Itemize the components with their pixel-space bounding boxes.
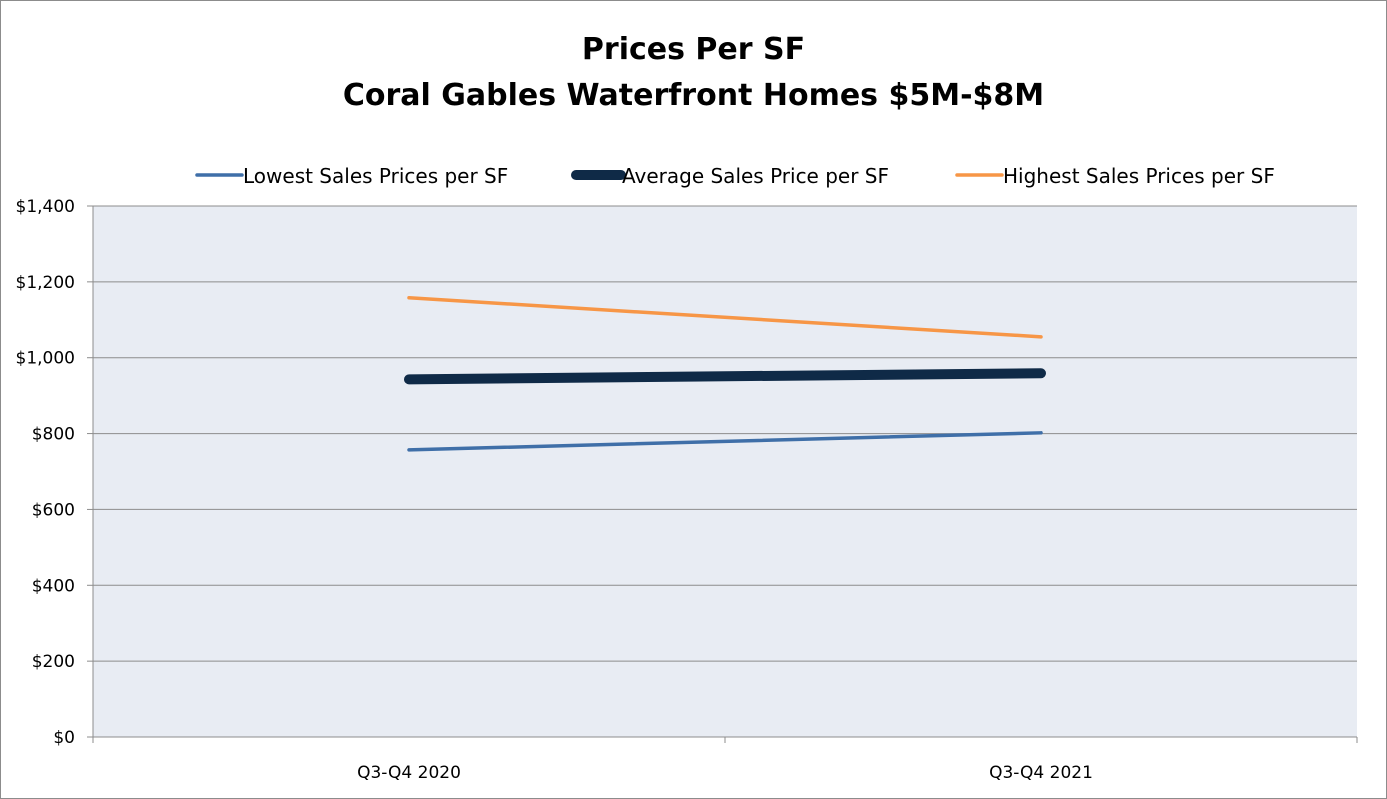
y-tick-label: $0 [53,728,75,748]
y-tick-label: $400 [32,576,75,596]
series-lines [404,296,1046,452]
legend-label: Highest Sales Prices per SF [1003,164,1275,188]
plot-area [93,206,1357,737]
y-tick-label: $800 [32,425,75,445]
y-tick-label: $600 [32,500,75,520]
y-tick-label: $1,000 [16,349,75,369]
y-axis: $0 $200 $400 $600 $800 $1,000 $1,200 $1,400 [16,197,94,748]
x-tick-label: Q3-Q4 2020 [357,763,461,783]
series-line [407,296,1043,339]
y-tick-label: $1,400 [16,197,75,217]
series-line [404,368,1046,385]
chart-title: Prices Per SF [581,32,806,67]
series-line [407,431,1043,452]
y-tick-label: $1,200 [16,273,75,293]
y-tick-label: $200 [32,652,75,672]
legend-label: Lowest Sales Prices per SF [243,164,508,188]
legend-label: Average Sales Price per SF [622,164,889,188]
x-axis: Q3-Q4 2020 Q3-Q4 2021 [92,736,1358,783]
legend: Lowest Sales Prices per SF Average Sales … [195,164,1275,188]
x-tick-label: Q3-Q4 2021 [989,763,1093,783]
chart-subtitle: Coral Gables Waterfront Homes $5M-$8M [342,78,1045,113]
